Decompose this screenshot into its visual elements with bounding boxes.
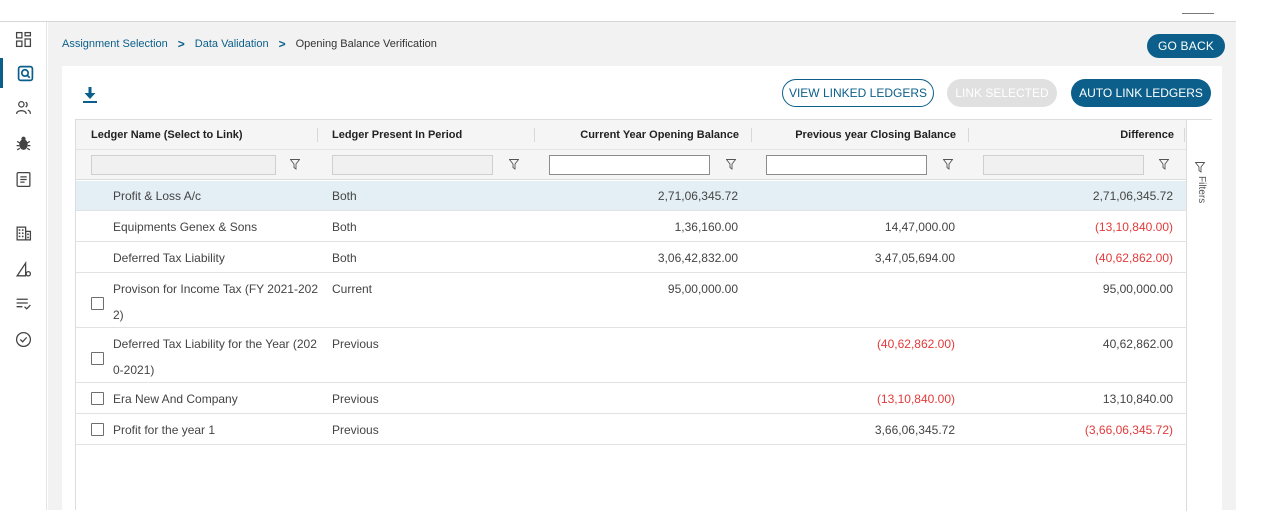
ledger-period: Previous: [332, 337, 379, 351]
ledger-card: VIEW LINKED LEDGERS LINK SELECTED AUTO L…: [62, 66, 1222, 511]
filter-icon[interactable]: [290, 159, 300, 170]
table-row[interactable]: Deferred Tax Liability Both 3,06,42,832.…: [76, 243, 1186, 273]
table-row[interactable]: Equipments Genex & Sons Both 1,36,160.00…: [76, 212, 1186, 242]
breadcrumb-assignment-selection[interactable]: Assignment Selection: [62, 38, 168, 50]
ledger-period: Previous: [332, 423, 379, 437]
ledger-period: Previous: [332, 392, 379, 406]
go-back-button[interactable]: GO BACK: [1147, 34, 1225, 58]
auto-link-ledgers-button[interactable]: AUTO LINK LEDGERS: [1071, 79, 1211, 107]
filter-icon[interactable]: [1195, 162, 1205, 173]
ledger-name: Era New And Company: [113, 392, 238, 406]
column-separator[interactable]: [317, 128, 318, 142]
building-icon[interactable]: [0, 218, 47, 248]
difference-filter-input[interactable]: [983, 155, 1144, 175]
data-validation-icon[interactable]: [0, 58, 47, 88]
table-row[interactable]: Profit & Loss A/c Both 2,71,06,345.72 2,…: [76, 181, 1186, 211]
breadcrumb-separator: >: [278, 37, 286, 51]
column-separator[interactable]: [751, 128, 752, 142]
breadcrumb-current: Opening Balance Verification: [295, 38, 437, 50]
users-icon[interactable]: [0, 92, 47, 122]
column-separator[interactable]: [534, 128, 535, 142]
row-checkbox[interactable]: [91, 352, 104, 365]
column-header-period[interactable]: Ledger Present In Period: [332, 129, 463, 141]
grid-header: Ledger Name (Select to Link) Ledger Pres…: [76, 120, 1186, 150]
difference-value: (40,62,862.00): [1094, 251, 1173, 265]
link-selected-button[interactable]: LINK SELECTED: [947, 79, 1057, 107]
filter-row: [76, 150, 1186, 180]
previous-year-balance: 3,47,05,694.00: [874, 251, 955, 265]
filter-icon[interactable]: [943, 159, 953, 170]
sidebar: [0, 22, 47, 510]
current-year-balance: 2,71,06,345.72: [657, 189, 738, 203]
period-filter-input[interactable]: [332, 155, 493, 175]
filter-icon[interactable]: [509, 159, 519, 170]
top-dash: [1182, 13, 1214, 14]
ledger-period: Both: [332, 189, 357, 203]
ledger-name-filter-input[interactable]: [91, 155, 276, 175]
ledger-name-line: 2): [113, 308, 124, 322]
breadcrumb-separator: >: [177, 37, 185, 51]
difference-value: 40,62,862.00: [1102, 337, 1173, 351]
current-year-balance: 3,06,42,832.00: [657, 251, 738, 265]
check-circle-icon[interactable]: [0, 324, 47, 354]
current-year-balance: 1,36,160.00: [674, 220, 738, 234]
ledger-name-line: 0-2021): [113, 363, 155, 377]
difference-value: (13,10,840.00): [1094, 220, 1173, 234]
ledger-name: Deferred Tax Liability: [113, 251, 225, 265]
previous-year-balance: 3,66,06,345.72: [874, 423, 955, 437]
filter-icon[interactable]: [1159, 159, 1169, 170]
row-checkbox[interactable]: [91, 297, 104, 310]
difference-value: 2,71,06,345.72: [1092, 189, 1173, 203]
ledger-name: Deferred Tax Liability for the Year (202…: [113, 335, 328, 379]
filters-side-panel[interactable]: Filters: [1186, 120, 1212, 511]
previous-year-filter-input[interactable]: [766, 155, 927, 175]
dashboard-icon[interactable]: [0, 24, 47, 54]
breadcrumb: Assignment Selection > Data Validation >…: [62, 37, 437, 51]
bug-icon[interactable]: [0, 128, 47, 158]
row-checkbox[interactable]: [91, 423, 104, 436]
table-row[interactable]: Era New And Company Previous (13,10,840.…: [76, 384, 1186, 414]
row-checkbox[interactable]: [91, 392, 104, 405]
main-content: Assignment Selection > Data Validation >…: [48, 22, 1236, 511]
top-divider: [0, 21, 1236, 22]
difference-value: 95,00,000.00: [1102, 282, 1173, 296]
difference-value: (3,66,06,345.72): [1084, 423, 1173, 437]
breadcrumb-data-validation[interactable]: Data Validation: [194, 38, 269, 50]
column-header-ledger-name[interactable]: Ledger Name (Select to Link): [91, 129, 243, 141]
filter-icon[interactable]: [726, 159, 736, 170]
list-check-icon[interactable]: [0, 288, 47, 318]
previous-year-balance: (13,10,840.00): [876, 392, 955, 406]
ledger-name: Profit for the year 1: [113, 423, 216, 437]
ledger-period: Both: [332, 251, 357, 265]
current-year-balance: 95,00,000.00: [667, 282, 738, 296]
column-header-previous-year[interactable]: Previous year Closing Balance: [795, 129, 956, 141]
column-separator[interactable]: [968, 128, 969, 142]
column-separator[interactable]: [1184, 128, 1185, 142]
column-header-difference[interactable]: Difference: [1120, 129, 1174, 141]
ledger-period: Current: [332, 282, 373, 296]
ledger-name: Profit & Loss A/c: [113, 189, 202, 203]
table-row[interactable]: Deferred Tax Liability for the Year (202…: [76, 329, 1186, 383]
filters-label[interactable]: Filters: [1196, 176, 1207, 204]
view-linked-ledgers-button[interactable]: VIEW LINKED LEDGERS: [782, 79, 934, 107]
ledger-name: Provison for Income Tax (FY 2021-202 2): [113, 280, 328, 324]
table-row[interactable]: Profit for the year 1 Previous 3,66,06,3…: [76, 415, 1186, 445]
document-icon[interactable]: [0, 164, 47, 194]
ledger-name: Equipments Genex & Sons: [113, 220, 258, 234]
previous-year-balance: (40,62,862.00): [876, 337, 955, 351]
download-icon[interactable]: [82, 86, 98, 104]
ruler-settings-icon[interactable]: [0, 254, 47, 284]
ledger-name-line: Deferred Tax Liability for the Year (202: [113, 337, 317, 351]
previous-year-balance: 14,47,000.00: [884, 220, 955, 234]
column-header-current-year[interactable]: Current Year Opening Balance: [580, 129, 739, 141]
difference-value: 13,10,840.00: [1102, 392, 1173, 406]
table-row[interactable]: Provison for Income Tax (FY 2021-202 2) …: [76, 274, 1186, 328]
ledger-period: Both: [332, 220, 357, 234]
ledger-name-line: Provison for Income Tax (FY 2021-202: [113, 282, 318, 296]
ledger-grid: Ledger Name (Select to Link) Ledger Pres…: [75, 119, 1212, 511]
current-year-filter-input[interactable]: [549, 155, 710, 175]
